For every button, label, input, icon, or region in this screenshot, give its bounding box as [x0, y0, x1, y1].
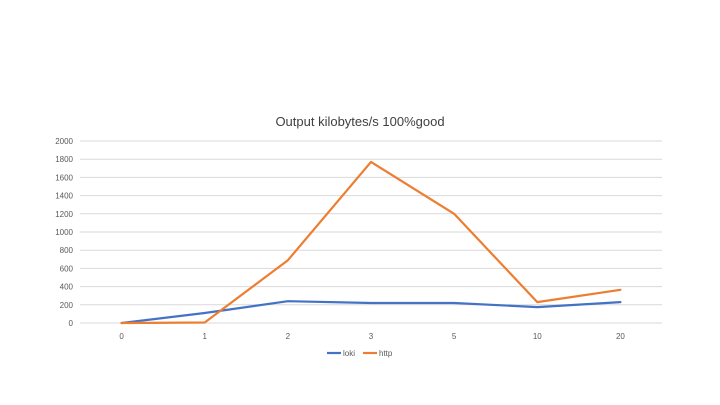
- y-tick-label: 1600: [55, 173, 73, 182]
- y-tick-label: 1000: [55, 228, 73, 237]
- y-tick-label: 0: [69, 319, 74, 328]
- legend: loki http: [327, 349, 393, 358]
- x-tick-label: 5: [452, 332, 457, 341]
- y-tick-label: 2000: [55, 137, 73, 146]
- x-tick-label: 3: [369, 332, 374, 341]
- y-tick-label: 1800: [55, 155, 73, 164]
- legend-label-loki: loki: [343, 349, 355, 358]
- y-tick-label: 400: [60, 283, 74, 292]
- series-line-http: [120, 160, 622, 325]
- gridlines: [80, 140, 662, 324]
- x-tick-label: 2: [286, 332, 291, 341]
- y-tick-label: 800: [60, 246, 74, 255]
- y-tick-label: 200: [60, 301, 74, 310]
- x-tick-label: 20: [616, 332, 625, 341]
- legend-label-http: http: [379, 349, 393, 358]
- x-tick-label: 10: [533, 332, 542, 341]
- series-line-loki: [120, 300, 622, 325]
- y-tick-label: 600: [60, 264, 74, 273]
- x-tick-label: 1: [202, 332, 207, 341]
- y-tick-label: 1400: [55, 192, 73, 201]
- x-tick-label: 0: [119, 332, 124, 341]
- y-tick-label: 1200: [55, 210, 73, 219]
- y-axis-ticks: 0 200 400 600 800 1000 1200 1400 1600 1800 2000: [55, 137, 73, 328]
- chart-title: Output kilobytes/s 100%good: [275, 114, 444, 129]
- x-axis-ticks: 0 1 2 3 5 10 20: [119, 332, 625, 341]
- series-lines: [120, 160, 622, 325]
